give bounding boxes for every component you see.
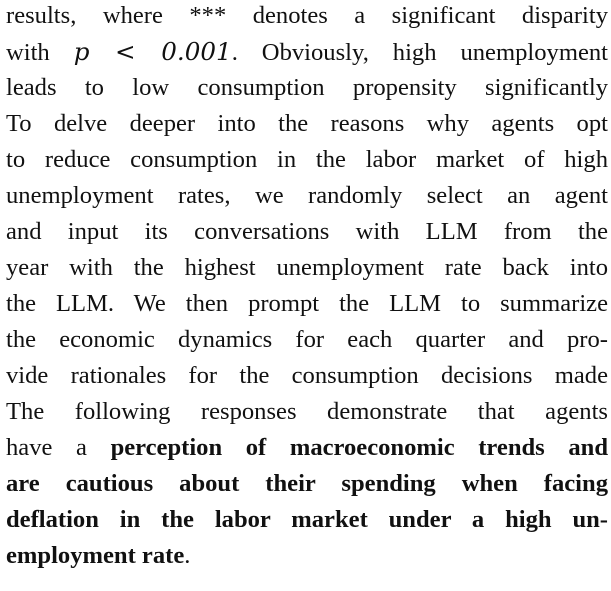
text-line-3: leads to low consumption propensity sign…: [6, 70, 608, 106]
text-line-12: The following responses demonstrate that…: [6, 394, 608, 430]
bold-text-span: deflation in the labor market under a hi…: [6, 506, 608, 533]
text-line-10: the economic dynamics for each quarter a…: [6, 322, 608, 358]
bold-text-span: are cautious about their spending when f…: [6, 470, 608, 497]
text-span: unemployment rates, we randomly select a…: [6, 182, 608, 209]
text-line-6: unemployment rates, we randomly select a…: [6, 178, 608, 214]
text-span: vide rationales for the consumption deci…: [6, 362, 608, 389]
text-span: . Obviously, high unemployment: [231, 39, 609, 66]
text-line-2: with p < 0.001. Obviously, high unemploy…: [6, 34, 608, 70]
text-line-15: deflation in the labor market under a hi…: [6, 502, 608, 538]
bold-text-span: employment rate: [6, 542, 185, 569]
text-span: the LLM. We then prompt the LLM to summa…: [6, 290, 608, 317]
text-line-13: have a perception of macroeconomic trend…: [6, 430, 608, 466]
text-span: leads to low consumption propensity sign…: [6, 74, 608, 101]
text-line-8: year with the highest unemployment rate …: [6, 250, 608, 286]
text-line-4: To delve deeper into the reasons why age…: [6, 106, 608, 142]
text-line-9: the LLM. We then prompt the LLM to summa…: [6, 286, 608, 322]
text-line-7: and input its conversations with LLM fro…: [6, 214, 608, 250]
text-line-1: results, where *** denotes a significant…: [6, 0, 608, 34]
text-span: results, where *** denotes a significant…: [6, 2, 608, 29]
text-span: to reduce consumption in the labor marke…: [6, 146, 608, 173]
text-line-16: employment rate.: [6, 538, 608, 574]
text-span: .: [184, 542, 191, 569]
text-line-14: are cautious about their spending when f…: [6, 466, 608, 502]
bold-text-span: perception of macroeconomic trends and: [110, 434, 609, 461]
text-span: To delve deeper into the reasons why age…: [6, 110, 608, 137]
text-span: The following responses demonstrate that…: [6, 398, 608, 425]
text-line-11: vide rationales for the consumption deci…: [6, 358, 608, 394]
text-span: the economic dynamics for each quarter a…: [6, 326, 608, 353]
inline-math: p < 0.001: [73, 37, 232, 66]
text-span: with: [6, 39, 74, 66]
text-span: have a: [6, 434, 111, 461]
text-span: year with the highest unemployment rate …: [6, 254, 608, 281]
text-span: and input its conversations with LLM fro…: [6, 218, 608, 245]
text-line-5: to reduce consumption in the labor marke…: [6, 142, 608, 178]
